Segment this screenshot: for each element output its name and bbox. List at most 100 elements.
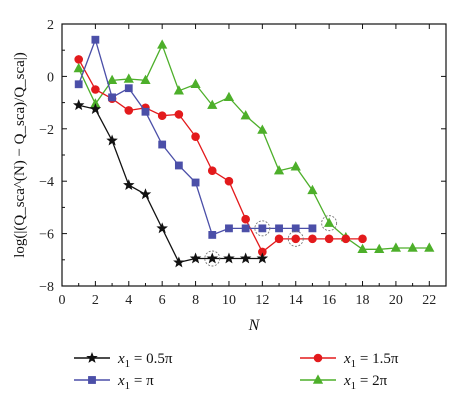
data-point bbox=[223, 252, 235, 264]
data-point bbox=[174, 110, 184, 119]
y-tick-label: 0 bbox=[47, 70, 54, 85]
data-point bbox=[307, 184, 318, 195]
data-point bbox=[240, 110, 251, 120]
data-point bbox=[191, 132, 200, 141]
data-point bbox=[224, 176, 234, 186]
x-tick-label: 22 bbox=[422, 293, 436, 308]
data-point bbox=[173, 85, 184, 95]
data-point bbox=[158, 140, 167, 149]
x-tick-label: 16 bbox=[322, 293, 336, 308]
data-point bbox=[239, 252, 252, 264]
data-point bbox=[123, 73, 134, 83]
data-point bbox=[106, 134, 118, 146]
legend: x1 = 0.5π x1 = π x1 = 1.5π x1 = 2π bbox=[74, 351, 399, 392]
legend-marker bbox=[313, 353, 323, 363]
series-circle bbox=[74, 55, 367, 257]
data-point bbox=[74, 80, 83, 89]
data-point bbox=[189, 252, 202, 264]
x-tick-label: 8 bbox=[192, 293, 199, 308]
highlight-layer bbox=[204, 215, 338, 267]
data-point bbox=[291, 234, 301, 244]
data-point bbox=[308, 224, 317, 233]
data-point bbox=[74, 55, 83, 64]
x-tick-label: 6 bbox=[159, 293, 166, 308]
data-point bbox=[324, 234, 334, 244]
data-point bbox=[157, 39, 168, 49]
data-point bbox=[89, 103, 102, 115]
data-point bbox=[223, 91, 235, 102]
legend-item: x1 = 2π bbox=[300, 373, 388, 392]
series-line bbox=[78, 104, 263, 264]
data-point bbox=[225, 224, 233, 233]
data-point bbox=[358, 234, 367, 244]
legend-marker bbox=[312, 374, 324, 384]
legend-marker bbox=[88, 376, 96, 384]
series-line bbox=[78, 43, 430, 250]
data-point bbox=[424, 242, 435, 252]
series-star bbox=[72, 99, 269, 268]
data-point bbox=[108, 93, 116, 102]
data-point bbox=[390, 242, 402, 252]
y-tick-label: −4 bbox=[39, 175, 54, 190]
data-point bbox=[141, 107, 150, 116]
series-square bbox=[74, 35, 317, 239]
data-point bbox=[341, 234, 351, 244]
data-point bbox=[407, 242, 418, 252]
data-point bbox=[374, 243, 385, 254]
legend-label: x1 = 0.5π bbox=[117, 351, 173, 370]
data-point bbox=[208, 231, 217, 239]
x-axis-title: N bbox=[248, 317, 261, 334]
plot-frame bbox=[61, 23, 447, 287]
data-point bbox=[291, 224, 300, 233]
series-line bbox=[78, 59, 363, 253]
data-point bbox=[191, 178, 200, 187]
data-point bbox=[73, 62, 84, 73]
data-point bbox=[156, 222, 168, 234]
data-point bbox=[324, 217, 335, 227]
highlight-ring bbox=[287, 230, 304, 247]
legend-label: x1 = 2π bbox=[343, 373, 388, 392]
x-tick-label: 18 bbox=[356, 293, 370, 308]
data-point bbox=[308, 234, 317, 244]
data-point bbox=[274, 234, 284, 244]
y-tick-label: −6 bbox=[39, 228, 54, 243]
data-point bbox=[273, 165, 285, 175]
x-tick-label: 12 bbox=[255, 293, 269, 308]
highlight-ring bbox=[321, 215, 338, 232]
data-point bbox=[241, 214, 250, 224]
data-point bbox=[124, 106, 134, 115]
legend-marker bbox=[86, 351, 98, 363]
x-tick-label: 4 bbox=[125, 293, 132, 308]
data-point bbox=[257, 124, 268, 134]
legend-item: x1 = 1.5π bbox=[300, 351, 399, 370]
data-point bbox=[124, 84, 133, 93]
data-point bbox=[207, 166, 217, 176]
y-tick-label: −8 bbox=[39, 280, 54, 295]
data-point bbox=[123, 179, 135, 191]
data-point bbox=[241, 224, 250, 233]
legend-item: x1 = π bbox=[74, 373, 154, 392]
data-point bbox=[256, 252, 269, 264]
data-point bbox=[91, 85, 100, 94]
y-tick-label: −2 bbox=[39, 123, 54, 138]
data-point bbox=[290, 161, 301, 171]
data-point bbox=[139, 188, 152, 200]
data-point bbox=[258, 224, 267, 233]
highlight-ring bbox=[254, 220, 271, 237]
legend-label: x1 = 1.5π bbox=[343, 351, 399, 370]
y-axis-title: log(|(Q_sca^(N) − Q_sca)/Q_sca|) bbox=[12, 52, 28, 258]
legend-item: x1 = 0.5π bbox=[74, 351, 173, 370]
series-layer bbox=[72, 35, 435, 268]
x-tick-label: 20 bbox=[389, 293, 403, 308]
y-tick-label: 2 bbox=[47, 18, 54, 33]
x-tick-label: 14 bbox=[289, 293, 303, 308]
data-point bbox=[157, 111, 167, 120]
data-point bbox=[207, 99, 218, 109]
highlight-ring bbox=[204, 250, 221, 267]
x-tick-label: 0 bbox=[59, 293, 66, 308]
data-point bbox=[190, 78, 201, 88]
x-tick-label: 2 bbox=[92, 293, 99, 308]
